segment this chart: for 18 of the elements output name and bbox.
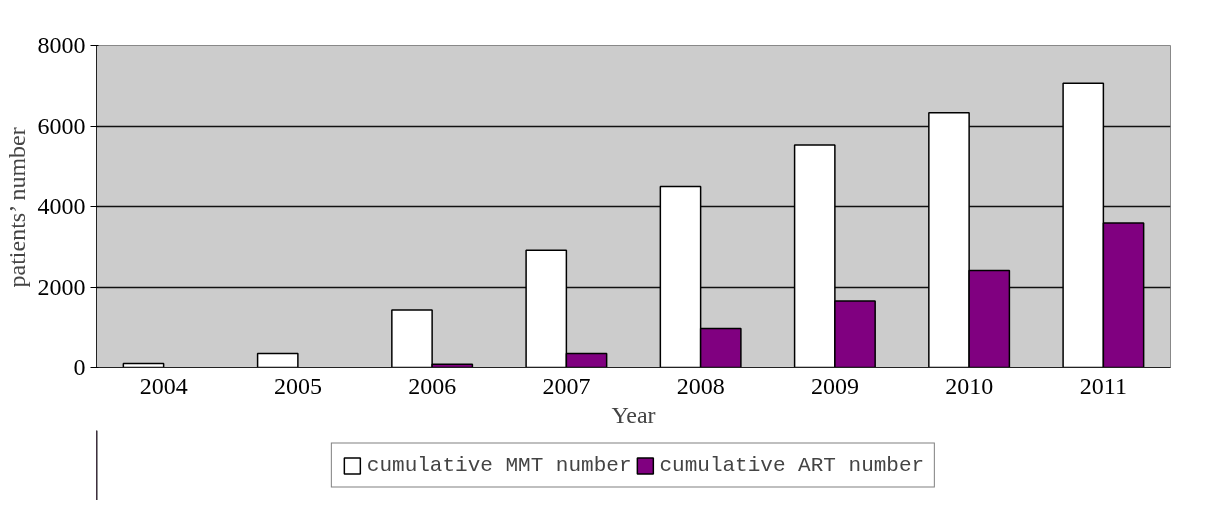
y-tick-label: 0 xyxy=(73,354,86,380)
x-tick-label: 2008 xyxy=(676,372,725,399)
y-tick-label: 4000 xyxy=(37,193,86,219)
x-tick-label: 2011 xyxy=(1079,372,1127,399)
x-tick-label: 2004 xyxy=(139,372,188,399)
x-tick-label: 2007 xyxy=(542,372,591,399)
y-axis-title: patients’ number xyxy=(3,127,30,288)
bar xyxy=(256,352,299,368)
y-tick-label: 8000 xyxy=(37,32,86,58)
x-axis-title: Year xyxy=(611,401,656,428)
x-tick-label: 2009 xyxy=(810,372,859,399)
legend-label: cumulative ART number xyxy=(659,453,925,477)
x-tick-label: 2010 xyxy=(945,372,994,399)
legend-label: cumulative MMT number xyxy=(366,453,632,477)
x-tick-label: 2006 xyxy=(408,372,457,399)
y-tick-label: 6000 xyxy=(37,112,86,139)
y-tick-label: 2000 xyxy=(37,273,86,300)
x-tick-label: 2005 xyxy=(273,372,322,399)
